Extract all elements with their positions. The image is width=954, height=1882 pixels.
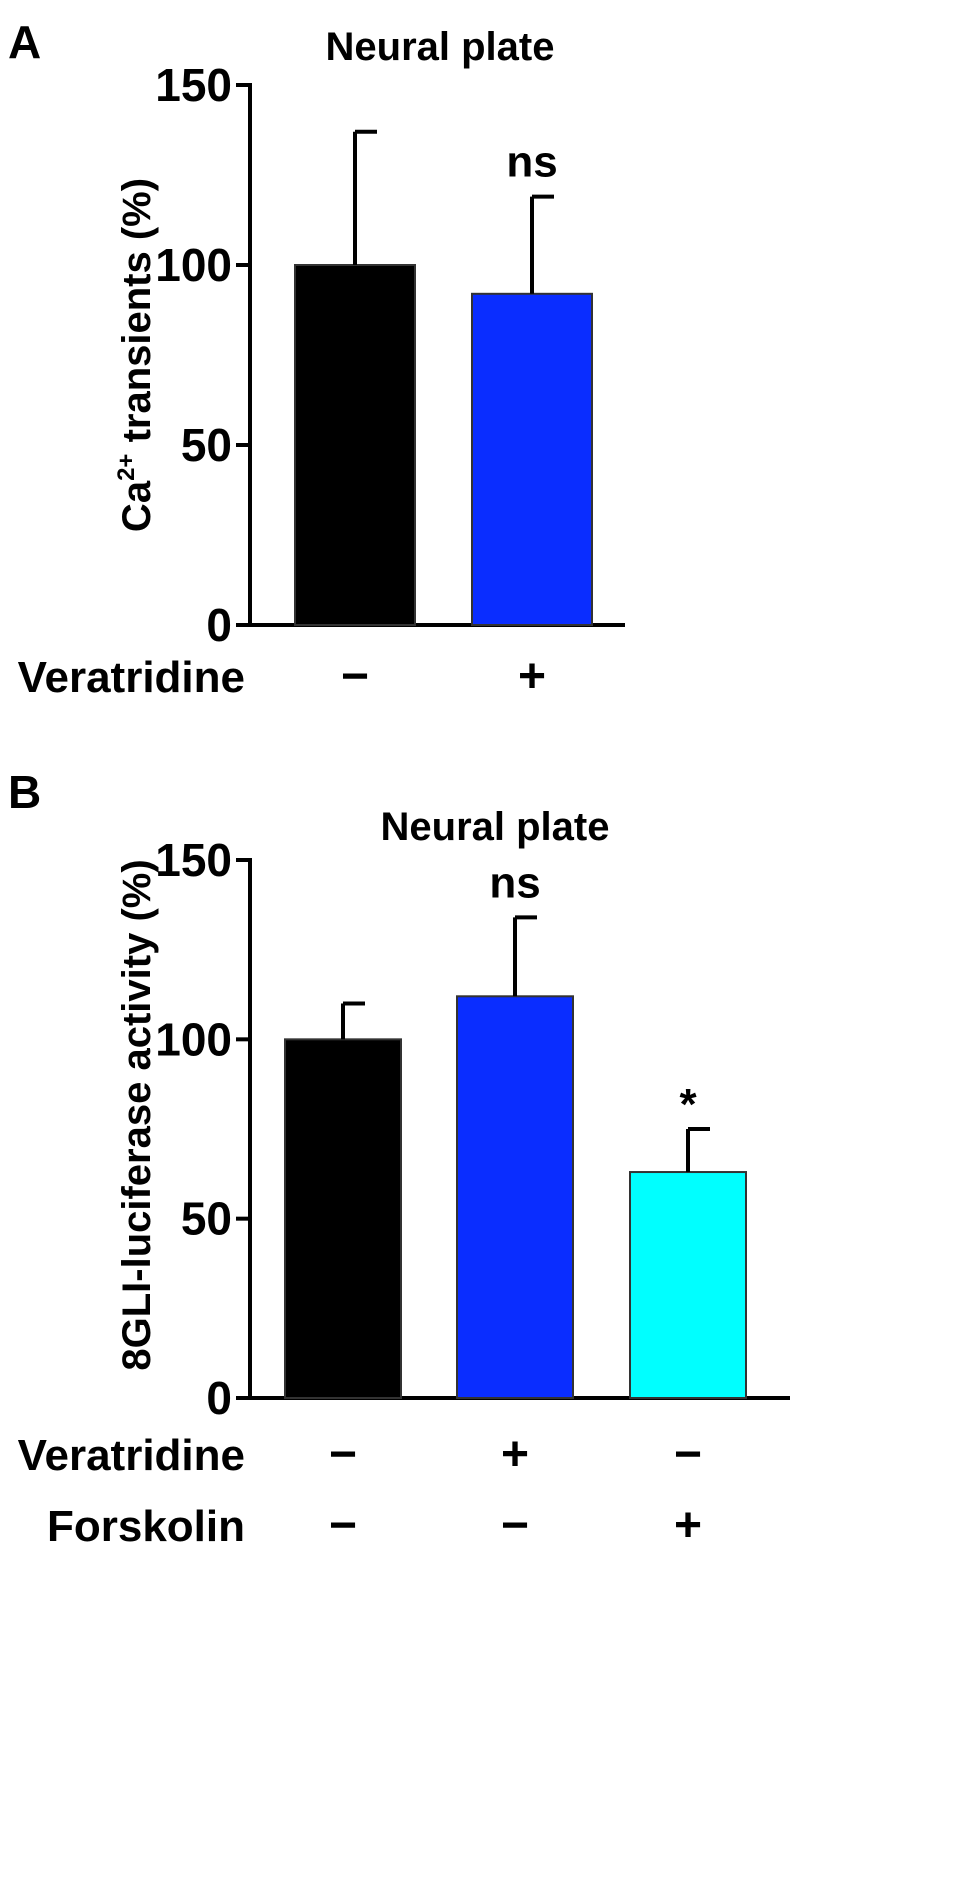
panel-b-y-tick-label: 100 <box>155 1013 232 1065</box>
panel-b-letter: B <box>8 766 41 818</box>
panel-a-significance-label: ns <box>506 138 557 187</box>
panel-a-bar <box>294 264 416 626</box>
panel-b-y-tick-label: 50 <box>181 1193 232 1245</box>
panel-a-y-axis-label-rest: transients (%) <box>115 178 159 454</box>
panel-a-y-axis-label-main: Ca <box>115 480 159 532</box>
panel-b-condition-label: Veratridine <box>18 1431 245 1480</box>
panel-b-bar <box>284 1038 402 1400</box>
panel-b-condition-sign: − <box>501 1499 529 1552</box>
panel-b-significance-label: * <box>679 1080 697 1129</box>
panel-a-letter: A <box>8 16 41 68</box>
panel-a-y-tick-label: 100 <box>155 239 232 291</box>
panel-b-bar <box>456 995 574 1399</box>
panel-b-condition-sign: + <box>674 1499 702 1552</box>
panel-b-plot: 0 50 100 150 ns * Veratridine − + − Forskolin − − + <box>18 834 790 1552</box>
panel-a-y-tick-label: 150 <box>155 59 232 111</box>
panel-a-y-axis-label: Ca2+ transients (%) <box>113 178 159 532</box>
panel-b-bar <box>629 1171 747 1400</box>
panel-a-y-axis-label-superscript: 2+ <box>113 454 140 481</box>
panel-a-y-tick-label: 0 <box>206 599 232 651</box>
panel-b-y-tick-label: 150 <box>155 834 232 886</box>
panel-a-condition-label: Veratridine <box>18 653 245 702</box>
panel-a-plot: 0 50 100 150 ns Veratridine − + <box>18 59 625 703</box>
panel-a-condition-sign: − <box>341 650 369 703</box>
panel-b-significance-label: ns <box>489 858 540 907</box>
panel-b-condition-sign: − <box>329 1499 357 1552</box>
panel-a-y-tick-label: 50 <box>181 419 232 471</box>
panel-b-y-axis-label: 8GLI-luciferase activity (%) <box>115 859 159 1370</box>
panel-a-condition-sign: + <box>518 650 546 703</box>
panel-b-condition-sign: + <box>501 1428 529 1481</box>
panel-b-title: Neural plate <box>381 805 610 849</box>
panel-b-condition-label: Forskolin <box>47 1502 245 1551</box>
panel-a-title: Neural plate <box>326 25 555 69</box>
panel-b-y-tick-label: 0 <box>206 1372 232 1424</box>
panel-b-condition-sign: − <box>674 1428 702 1481</box>
panel-a-bar <box>471 292 593 626</box>
panel-b-condition-sign: − <box>329 1428 357 1481</box>
